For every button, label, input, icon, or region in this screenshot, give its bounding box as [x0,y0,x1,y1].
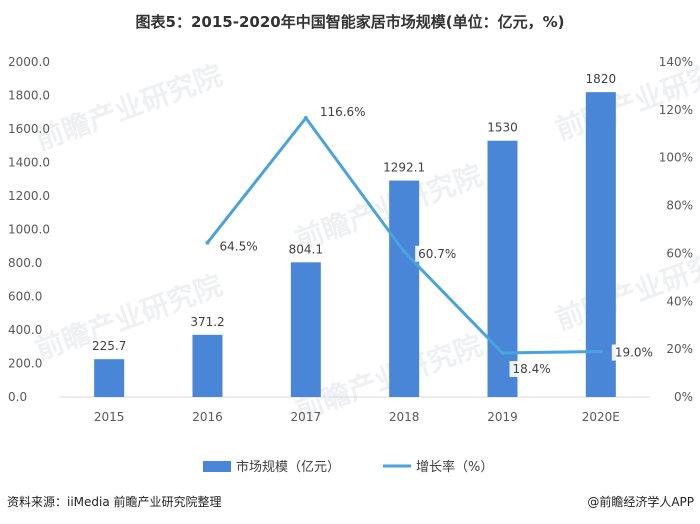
bar [192,334,223,397]
x-axis-tick-label: 2016 [192,410,223,424]
growth-point [500,350,505,355]
bar [487,140,518,397]
growth-label-bg [316,103,363,120]
legend-line-label: 增长率（%） [416,459,493,475]
right-axis-tick-label: 120% [659,103,693,117]
x-axis-tick-label: 2020E [582,410,620,424]
growth-value-label: 18.4% [513,362,551,376]
right-axis-tick-label: 40% [666,294,693,308]
growth-label-bg [415,245,462,262]
left-axis-tick-label: 200.0 [8,357,42,371]
x-axis-tick-label: 2018 [389,410,420,424]
left-axis-tick-label: 1400.0 [8,156,50,170]
right-axis-tick-label: 80% [666,199,693,213]
growth-label-bg [611,344,658,361]
bar [585,92,616,398]
bar [94,359,125,397]
left-axis-tick-label: 2000.0 [8,55,50,69]
source-text: 资料来源：iiMedia 前瞻产业研究院整理 [7,494,222,509]
growth-point [598,349,603,354]
left-axis-tick-label: 800.0 [8,256,42,270]
left-axis-tick-label: 0.0 [8,390,27,404]
bar-value-label: 1292.1 [383,161,425,175]
growth-point [303,115,308,120]
growth-value-label: 19.0% [615,346,653,360]
x-axis-ticks: 2015 2016 2017 2018 2019 2020E [94,410,620,424]
x-axis-tick-label: 2015 [94,410,125,424]
growth-value-label: 64.5% [220,240,258,254]
growth-value-label: 116.6% [320,105,366,119]
right-axis-tick-label: 60% [666,246,693,260]
left-axis-tick-label: 400.0 [8,323,42,337]
x-axis-tick-label: 2019 [487,410,518,424]
bar-value-label: 804.1 [289,242,323,256]
line-series: 64.5% 116.6% 60.7% 18.4% 19.0% [205,103,658,377]
legend-bar-swatch [203,461,231,472]
left-axis-tick-label: 1800.0 [8,89,50,103]
chart-title: 图表5：2015-2020年中国智能家居市场规模(单位：亿元，%) [136,13,565,31]
right-axis-tick-label: 20% [666,342,693,356]
bar-value-label: 1820 [586,72,617,86]
right-axis-tick-label: 100% [659,151,693,165]
legend: 市场规模（亿元） 增长率（%） [203,459,493,475]
left-axis-tick-label: 1600.0 [8,122,50,136]
bar [290,262,321,397]
x-axis-tick-label: 2017 [291,410,322,424]
bar [389,180,420,397]
left-axis-tick-label: 1000.0 [8,223,50,237]
growth-label-bg [216,238,263,255]
growth-point [402,249,407,254]
growth-label-bg [509,360,556,377]
right-axis-tick-label: 140% [659,55,693,69]
bar-value-label: 225.7 [92,339,126,353]
bar-value-label: 1530 [487,121,518,135]
left-axis-tick-label: 1200.0 [8,189,50,203]
left-axis: 0.0 200.0 400.0 600.0 800.0 1000.0 1200.0 1400.… [8,55,50,404]
bar-series: 225.7 371.2 804.1 1292.1 1530 1820 [92,72,617,398]
right-axis: 0% 20% 40% 60% 80% 100% 120% 140% [659,55,693,404]
growth-value-label: 60.7% [418,247,456,261]
left-axis-tick-label: 600.0 [8,290,42,304]
watermark-text: 前瞻产业研究院 [31,59,226,157]
growth-point [205,240,210,245]
bar-value-label: 371.2 [190,315,224,329]
legend-bar-label: 市场规模（亿元） [236,459,340,475]
credit-text: @前瞻经济学人APP [587,494,694,509]
right-axis-tick-label: 0% [674,390,693,404]
